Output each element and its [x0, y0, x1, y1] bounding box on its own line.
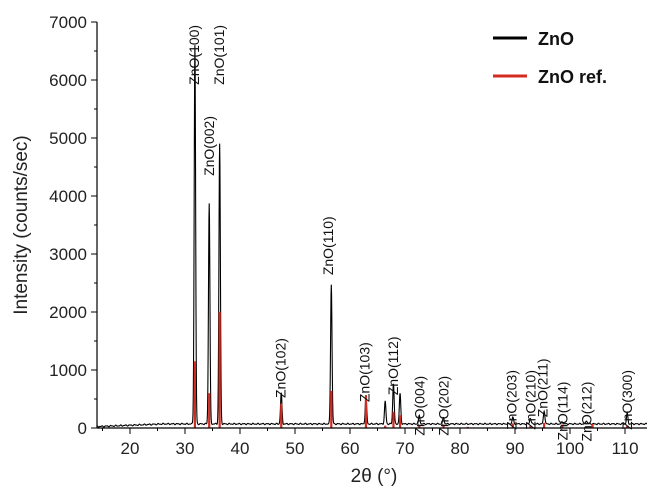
peak-label: ZnO(202) [436, 376, 452, 436]
x-tick-label: 70 [396, 439, 415, 458]
peak-label: ZnO(100) [186, 25, 202, 85]
y-tick-label: 7000 [49, 13, 87, 32]
y-tick-label: 4000 [49, 187, 87, 206]
y-tick-label: 5000 [49, 129, 87, 148]
y-tick-label: 6000 [49, 71, 87, 90]
peak-label: ZnO(212) [579, 382, 595, 442]
x-tick-label: 20 [121, 439, 140, 458]
y-tick-label: 3000 [49, 245, 87, 264]
x-tick-label: 110 [611, 439, 638, 458]
peak-label: ZnO(112) [385, 336, 401, 395]
y-tick-label: 2000 [49, 303, 87, 322]
legend-label: ZnO [538, 29, 574, 49]
series-line-zno [96, 45, 647, 428]
x-tick-label: 40 [231, 439, 250, 458]
legend: ZnO ZnO ref. [493, 29, 607, 87]
y-tick-label: 1000 [49, 361, 87, 380]
x-tick-label: 60 [341, 439, 360, 458]
peak-label: ZnO(101) [211, 25, 227, 85]
peak-annotations: ZnO(100) ZnO(002) ZnO(101) ZnO(102) ZnO(110)… [186, 25, 635, 442]
x-tick-label: 90 [506, 439, 525, 458]
peak-label: ZnO(114) [554, 382, 570, 441]
peak-label: ZnO(203) [504, 370, 520, 430]
y-tick-label: 0 [78, 419, 87, 438]
x-axis-title: 2θ (°) [351, 466, 398, 487]
legend-label: ZnO ref. [538, 67, 607, 87]
peak-label: ZnO(103) [356, 342, 372, 402]
peak-label: ZnO(211) [535, 358, 551, 417]
x-tick-label: 100 [556, 439, 584, 458]
peak-label: ZnO(210) [522, 370, 538, 430]
peak-label: ZnO(004) [411, 376, 427, 436]
x-tick-label: 30 [176, 439, 195, 458]
peak-label: ZnO(300) [619, 370, 635, 430]
y-axis-title: Intensity (counts/sec) [11, 135, 32, 315]
peak-label: ZnO(102) [273, 338, 289, 398]
x-tick-label: 50 [286, 439, 305, 458]
peak-label: ZnO(002) [201, 116, 217, 176]
peak-label: ZnO(110) [320, 216, 336, 275]
x-tick-label: 80 [451, 439, 470, 458]
axis-ticks: 20 30 40 50 60 70 80 90 100 110 0 1000 2000 3000 4000 5… [49, 13, 638, 458]
